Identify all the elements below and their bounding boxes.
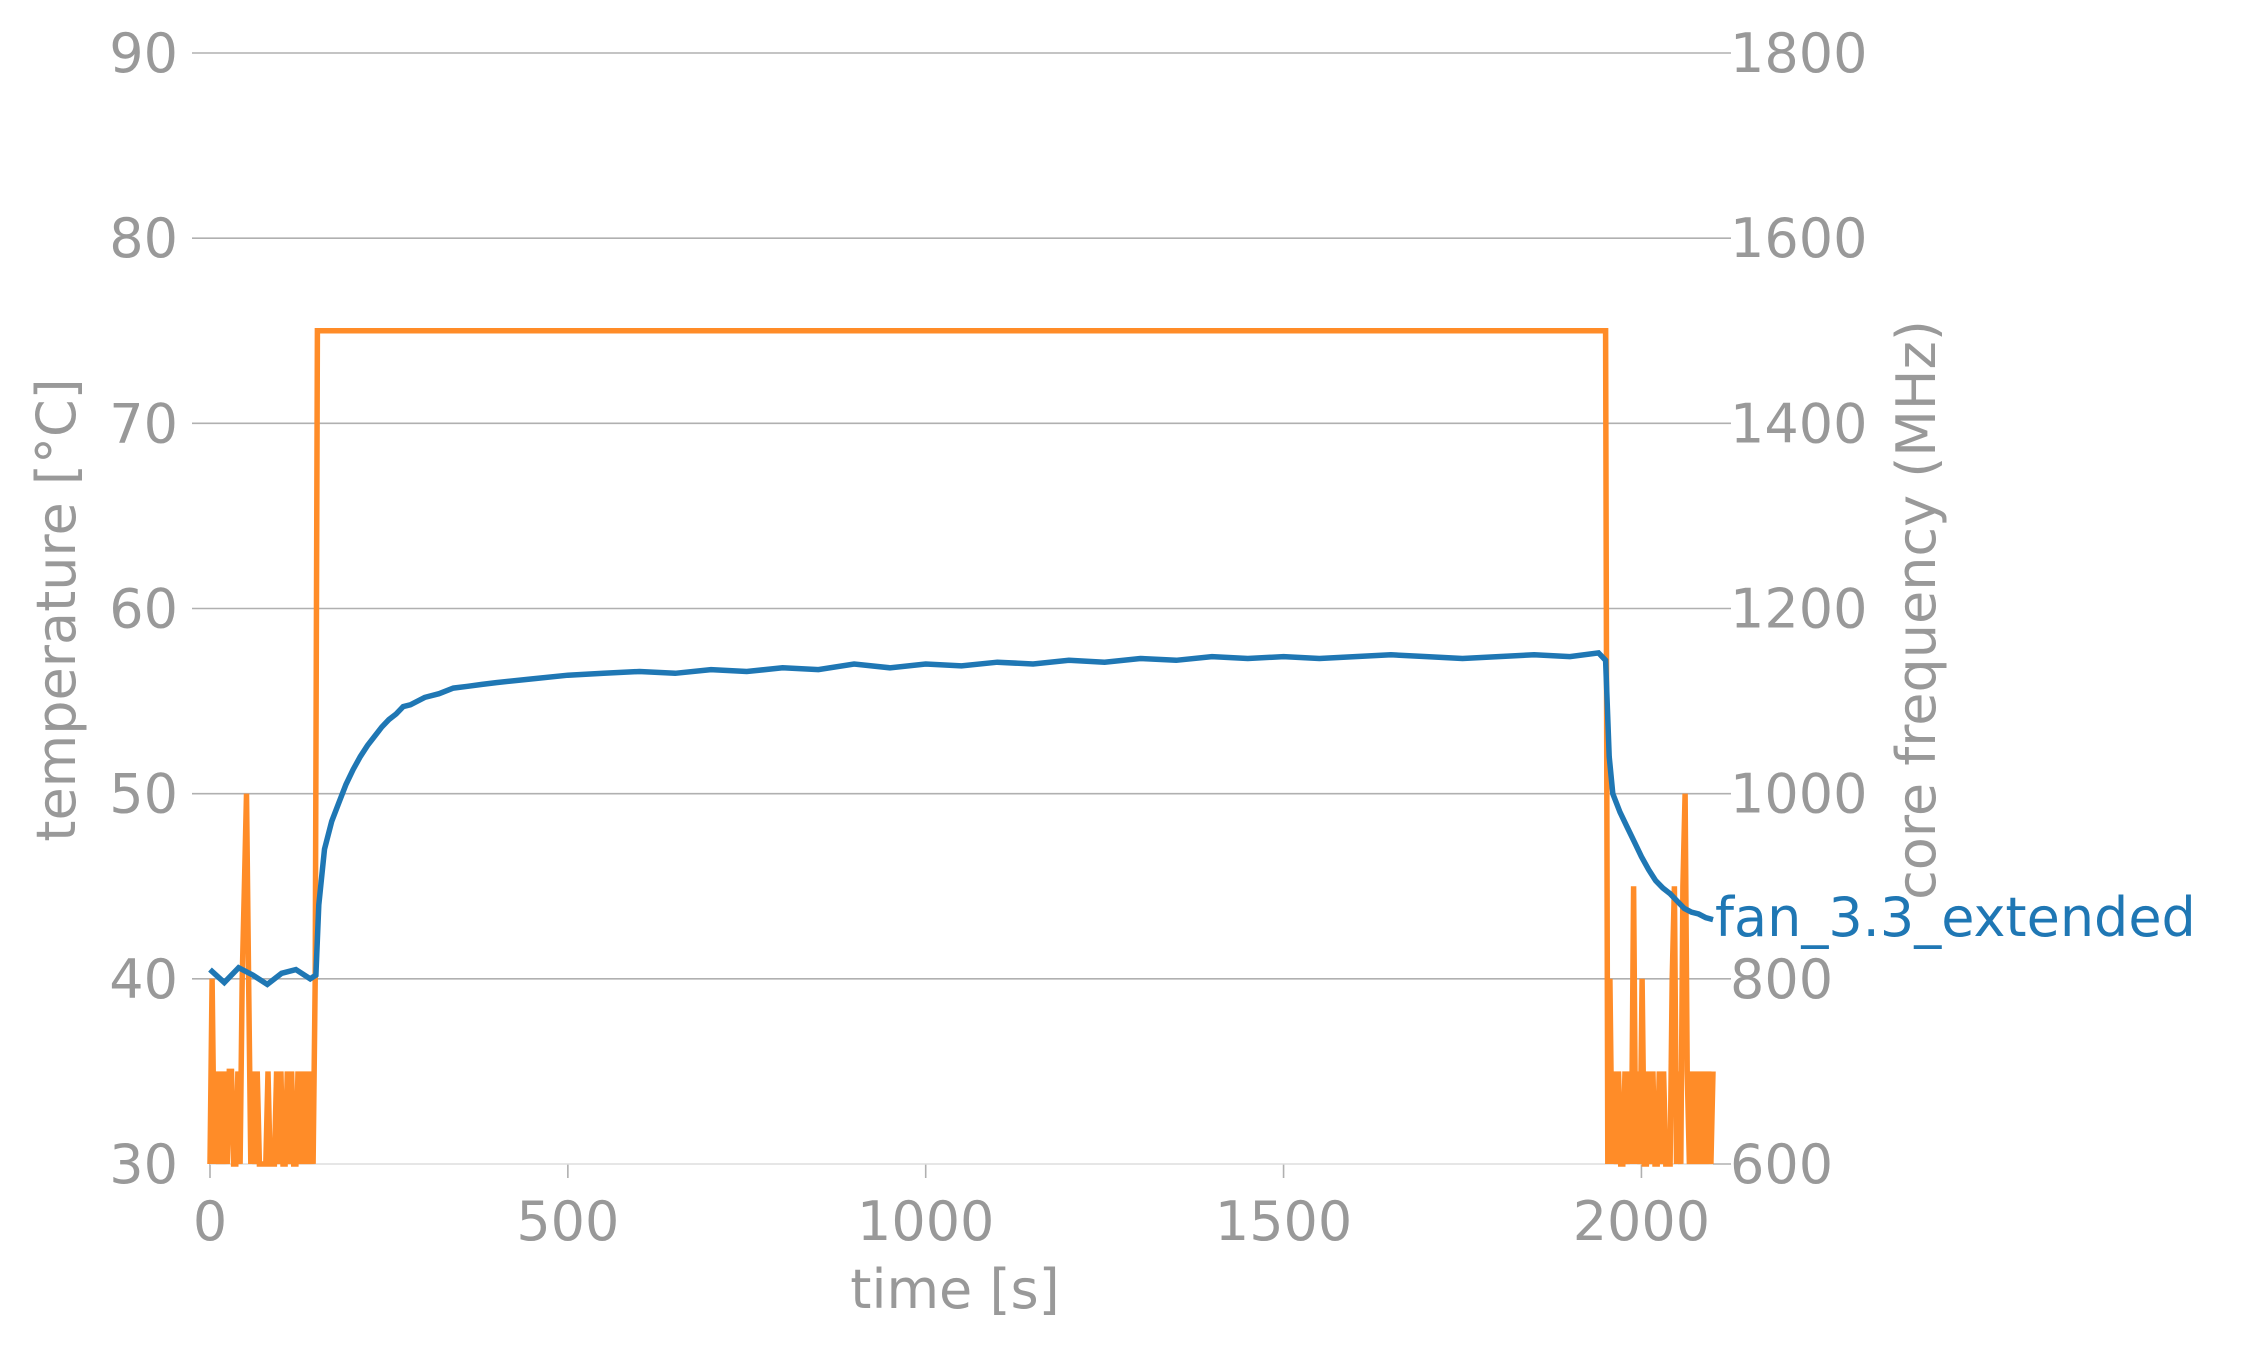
frequency-series-line (207, 328, 1716, 1167)
right-tick-label: 1600 (1730, 207, 1867, 270)
x-tick-label: 500 (516, 1190, 619, 1253)
left-tick-label: 50 (109, 763, 178, 826)
series-label-fan: fan_3.3_extended (1715, 886, 2196, 949)
left-tick-label: 90 (109, 22, 178, 85)
x-axis-ticks: 0 500 1000 1500 2000 (193, 1164, 1710, 1253)
right-tick-label: 1000 (1730, 763, 1867, 826)
series-layer (207, 328, 1716, 1167)
left-tick-label: 70 (109, 392, 178, 455)
left-tick-label: 80 (109, 207, 178, 270)
right-tick-label: 600 (1730, 1133, 1833, 1196)
right-y-axis-title: core frequency (MHz) (1885, 320, 1948, 900)
left-axis-ticks: 30 40 50 60 70 80 90 (109, 22, 178, 1196)
x-axis-title: time [s] (850, 1258, 1059, 1321)
right-tick-label: 800 (1730, 948, 1833, 1011)
right-axis-ticks: 600 800 1000 1200 1400 1600 1800 (1713, 22, 1867, 1196)
left-y-axis-title: temperature [°C] (25, 378, 88, 841)
x-tick-label: 1500 (1215, 1190, 1352, 1253)
right-tick-label: 1400 (1730, 392, 1867, 455)
left-tick-label: 60 (109, 578, 178, 641)
temperature-series-line (208, 649, 1714, 988)
x-tick-label: 0 (193, 1190, 227, 1253)
right-tick-label: 1800 (1730, 22, 1867, 85)
right-tick-label: 1200 (1730, 578, 1867, 641)
x-tick-label: 2000 (1573, 1190, 1710, 1253)
x-tick-label: 1000 (857, 1190, 994, 1253)
left-tick-label: 30 (109, 1133, 178, 1196)
grid-layer (192, 52, 1713, 980)
left-tick-label: 40 (109, 948, 178, 1011)
